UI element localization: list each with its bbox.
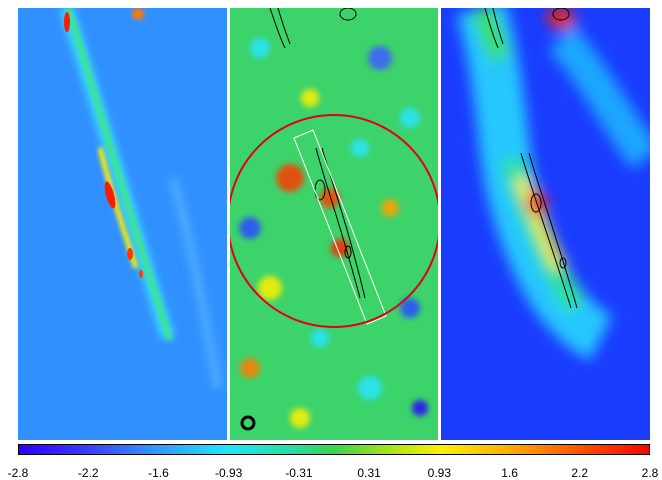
filament-image-1 (18, 8, 227, 440)
colorbar-tick-label: -2.8 (7, 466, 29, 480)
colorbar-tick-label: -1.6 (148, 466, 169, 480)
colorbar-tick-label: 0.93 (427, 466, 452, 480)
panel-separator (438, 8, 441, 440)
colorbar-tick-label: 0.31 (357, 466, 381, 480)
beam-marker (240, 415, 256, 431)
left-map-panel (18, 8, 227, 440)
colorbar (18, 444, 650, 455)
colorbar-tick-label: -0.31 (285, 466, 313, 480)
filament-image-2 (230, 8, 438, 440)
colorbar-tick-label: -2.2 (77, 466, 99, 480)
colorbar-tick-label: -0.93 (214, 466, 243, 480)
panel-separator (227, 8, 230, 440)
filament-image-3 (441, 8, 650, 440)
right-map-panel (441, 8, 650, 440)
colorbar-tick-label: 1.6 (501, 466, 518, 480)
colorbar-tick-label: 2.2 (571, 466, 589, 480)
middle-map-panel (230, 8, 438, 440)
colorbar-tick-label: 2.8 (641, 466, 659, 480)
